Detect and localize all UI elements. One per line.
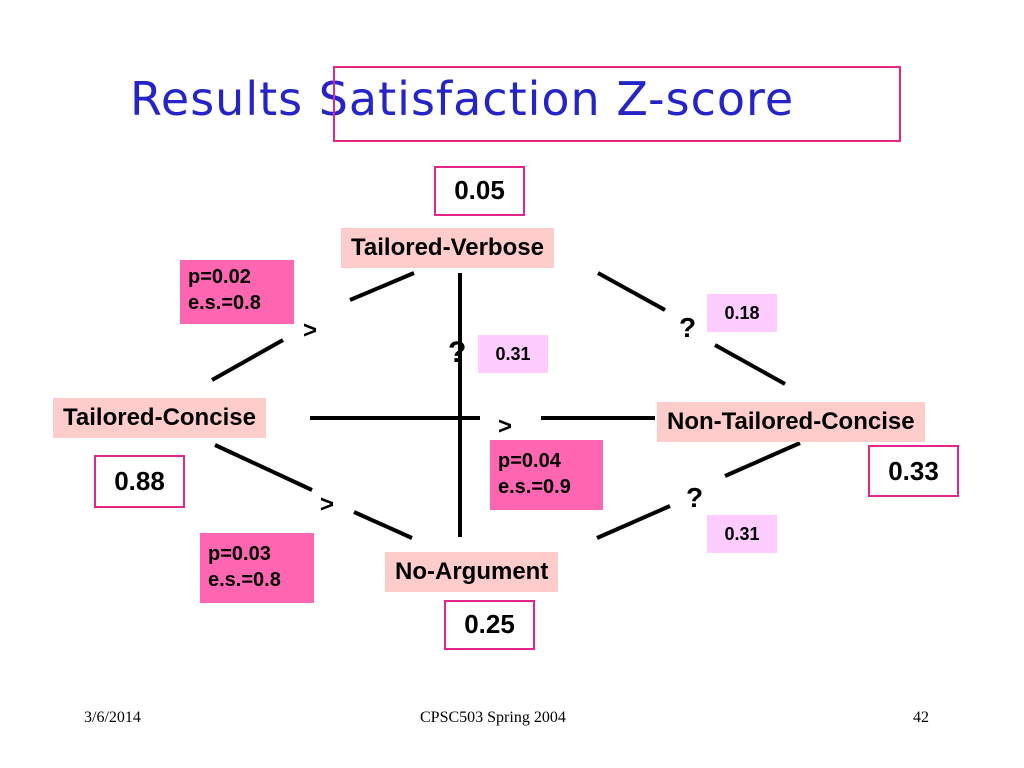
footer-date: 3/6/2014 [84, 709, 141, 726]
value-tv-ntc: 0.18 [707, 294, 777, 332]
stat-tc-na-p: p=0.03 [208, 543, 271, 565]
score-no-argument: 0.25 [444, 600, 535, 650]
stat-tc-ntc-p: p=0.04 [498, 450, 561, 472]
relation-na-ntc: ? [686, 482, 704, 513]
stat-tc-na: p=0.03 e.s.=0.8 [200, 533, 314, 603]
stat-tc-tv-p: p=0.02 [188, 266, 251, 288]
score-tailored-verbose: 0.05 [434, 166, 525, 216]
node-tailored-concise: Tailored-Concise [53, 398, 266, 438]
value-tv-na: 0.31 [478, 335, 548, 373]
edge-tc-tv-upper [349, 271, 415, 302]
edge-tv-ntc-upper [597, 271, 666, 312]
footer-page-number: 42 [913, 709, 929, 726]
slide-title: Results Satisfaction Z-score [130, 72, 794, 126]
relation-tc-ntc: > [498, 413, 513, 440]
edge-na-ntc-upper [724, 441, 801, 478]
title-highlight-box [333, 66, 901, 142]
stat-tc-tv: p=0.02 e.s.=0.8 [180, 260, 294, 324]
edge-tv-ntc-lower [714, 343, 786, 386]
edge-tc-tv-lower [211, 338, 284, 382]
relation-tc-na: > [320, 491, 335, 518]
node-no-argument: No-Argument [385, 552, 559, 592]
edge-tc-na-lower [353, 510, 413, 540]
stat-tc-ntc: p=0.04 e.s.=0.9 [490, 440, 603, 510]
score-tailored-concise: 0.88 [94, 455, 185, 508]
title-prefix: Results [130, 72, 304, 126]
title-boxed: Satisfaction Z-score [318, 72, 795, 126]
edge-tc-na-upper [214, 443, 313, 492]
node-non-tailored-concise: Non-Tailored-Concise [657, 402, 925, 442]
edge-na-ntc-lower [596, 504, 671, 540]
node-tailored-verbose: Tailored-Verbose [341, 228, 554, 268]
stat-tc-na-es: e.s.=0.8 [208, 569, 281, 591]
footer-course: CPSC503 Spring 2004 [420, 709, 566, 726]
stat-tc-ntc-es: e.s.=0.9 [498, 476, 571, 498]
stat-tc-tv-es: e.s.=0.8 [188, 292, 261, 314]
relation-tv-ntc: ? [679, 312, 697, 343]
score-non-tailored-concise: 0.33 [868, 445, 959, 497]
value-na-ntc: 0.31 [707, 515, 777, 553]
relation-tc-tv: > [303, 317, 318, 344]
relation-tv-na: ? [448, 336, 467, 369]
